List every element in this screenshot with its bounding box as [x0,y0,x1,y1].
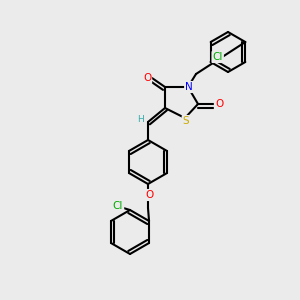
Text: H: H [136,116,143,124]
Text: Cl: Cl [113,201,123,211]
Text: O: O [215,99,223,109]
Text: S: S [183,116,189,126]
Text: Cl: Cl [212,52,223,62]
Text: N: N [185,82,193,92]
Text: O: O [145,190,153,200]
Text: O: O [143,73,151,83]
